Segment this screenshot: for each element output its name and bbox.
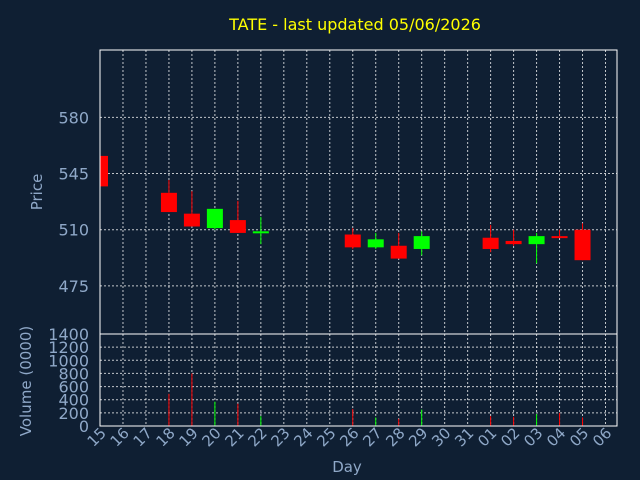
candle-body	[528, 236, 545, 245]
volume-y-tick-label: 1400	[48, 325, 89, 344]
candle-body	[100, 155, 108, 187]
x-axis-label: Day	[332, 458, 362, 476]
volume-y-tick-label: 400	[58, 391, 89, 410]
candle-body	[344, 234, 361, 248]
candle-body	[206, 208, 223, 229]
volume-y-tick-label: 200	[58, 404, 89, 423]
volume-y-tick-label: 800	[58, 364, 89, 383]
x-tick-labels: 1516171819202122232425262728293031010203…	[84, 424, 616, 450]
plot-frames	[99, 49, 618, 427]
candle-body	[229, 220, 246, 233]
price-y-tick-labels: 475 510 545 580	[58, 108, 89, 295]
candle-body	[574, 229, 591, 261]
candle-body	[252, 231, 269, 234]
volume-bars	[168, 373, 584, 426]
volume-y-tick-label: 0	[79, 417, 89, 436]
price-y-tick-label: 510	[58, 221, 89, 240]
candles	[99, 155, 591, 264]
candle-body	[367, 239, 384, 248]
price-axis-label: Price	[28, 174, 46, 211]
candle-body	[551, 236, 568, 239]
candle-body	[413, 236, 430, 249]
volume-y-tick-label: 1000	[48, 351, 89, 370]
candle-body	[390, 245, 407, 259]
price-y-tick-label: 545	[58, 165, 89, 184]
candle-body	[183, 213, 200, 227]
price-y-tick-label: 475	[58, 277, 89, 296]
price-y-tick-label: 580	[58, 108, 89, 127]
volume-axis-label: Volume (0000)	[17, 326, 35, 436]
volume-plot-frame	[99, 333, 618, 427]
chart-title: TATE - last updated 05/06/2026	[228, 15, 481, 34]
candle-body	[505, 240, 522, 245]
volume-y-tick-label: 1200	[48, 338, 89, 357]
candle-body	[482, 237, 499, 249]
volume-y-tick-label: 600	[58, 378, 89, 397]
candle-body	[160, 192, 177, 213]
